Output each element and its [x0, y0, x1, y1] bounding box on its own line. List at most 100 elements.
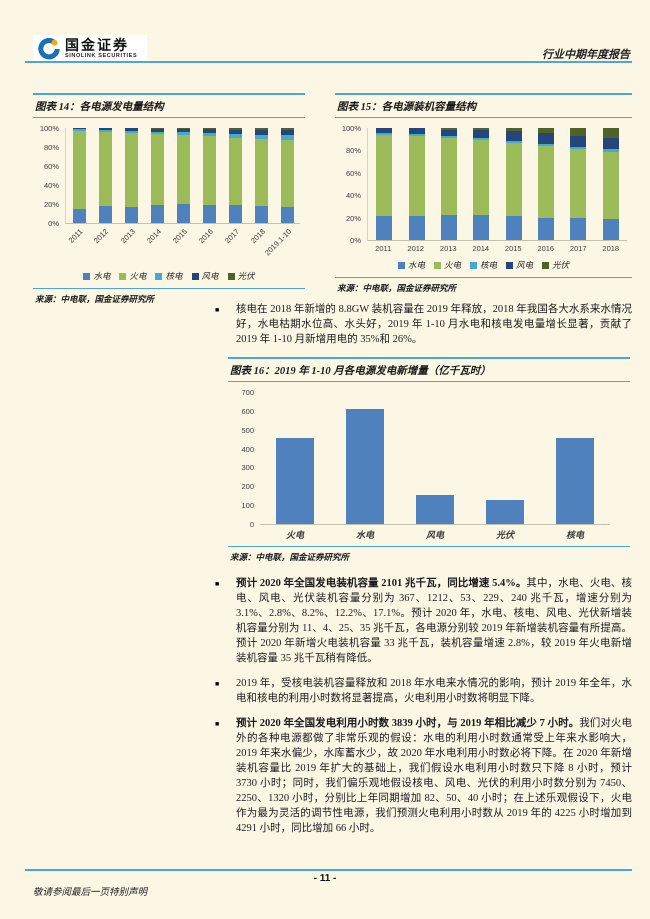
stacked-bar [376, 128, 393, 240]
bar-segment [570, 136, 587, 147]
bullet-item: ■ 2019 年，受核电装机容量释放和 2018 年水电来水情况的影响，预计 20… [215, 676, 632, 706]
legend-swatch [542, 261, 550, 269]
bar-segment [280, 139, 294, 207]
legend-swatch [227, 272, 235, 280]
figure-16-title: 图表 16：2019 年 1-10 月各电源发电新增量（亿千瓦时） [228, 357, 630, 382]
figure-16-chart: 700 600 500 400 300 200 100 0 火电 水电 风电 光伏 核电 [230, 388, 628, 544]
legend-label: 光伏 [237, 271, 255, 281]
x-axis-label-text: 2016 [537, 244, 555, 253]
y-axis-tick-label: 0% [350, 236, 361, 245]
x-axis-label: 2011 [65, 223, 91, 267]
bar-slot [470, 392, 540, 524]
bar-slot [170, 128, 196, 223]
bar-segment [176, 128, 190, 129]
bullet-marker: ■ [215, 306, 220, 314]
legend-swatch [191, 272, 199, 280]
bar-segment [228, 134, 242, 138]
bar-segment [602, 149, 619, 152]
x-axis-label: 2015 [497, 240, 530, 256]
stacked-bar [98, 128, 112, 223]
bullet-list-top: ■ 核电在 2018 年新增的 8.8GW 装机容量在 2019 年释放，2018… [215, 302, 632, 347]
bar-segment [176, 204, 190, 223]
bar-segment [440, 136, 457, 138]
bar-segment [254, 128, 268, 131]
x-axis-label-text: 2014 [472, 244, 490, 253]
bar-segment [440, 215, 457, 240]
legend-label: 核电 [165, 271, 183, 281]
bar-slot [92, 128, 118, 223]
stacked-bar [72, 128, 86, 223]
bar-segment [98, 131, 112, 207]
x-axis-label: 2016 [530, 240, 563, 256]
stacked-bar [570, 128, 587, 240]
x-axis-label: 2014 [465, 240, 498, 256]
y-axis-tick-label: 400 [241, 444, 254, 454]
stacked-bar [176, 128, 190, 223]
bar-segment [538, 217, 555, 240]
bar-slot [144, 128, 170, 223]
x-axis-label-text: 2017 [222, 227, 242, 246]
stacked-bar [280, 128, 294, 223]
bar-slot [66, 128, 92, 223]
bar-segment [602, 138, 619, 150]
figure-15-title: 图表 15：各电源装机容量结构 [335, 93, 632, 118]
bar-segment [150, 133, 164, 206]
y-axis-tick-label: 500 [241, 425, 254, 435]
x-axis-label: 2017 [222, 223, 248, 267]
bar [556, 437, 594, 524]
bar-segment [98, 206, 112, 223]
bar-segment [602, 219, 619, 240]
bar-segment [124, 130, 138, 133]
bar-segment [570, 128, 587, 137]
legend-swatch [397, 261, 405, 269]
bullet-item: ■ 预计 2020 年全国发电利用小时数 3839 小时，与 2019 年相比减少… [215, 716, 632, 836]
y-axis-tick-label: 200 [241, 482, 254, 492]
bar-slot [540, 392, 610, 524]
x-axis-label: 2013 [117, 223, 143, 267]
stacked-bar [124, 128, 138, 223]
legend-swatch [469, 261, 477, 269]
y-axis-tick-label: 60% [43, 162, 59, 171]
bar-segment [150, 205, 164, 223]
bar-slot [400, 128, 432, 240]
bar-segment [408, 215, 425, 240]
bar-segment [538, 145, 555, 218]
bar-segment [254, 135, 268, 140]
bar-segment [124, 206, 138, 223]
bullet-marker: ■ [215, 680, 220, 688]
bar-segment [72, 129, 86, 131]
y-axis-tick-label: 40% [43, 181, 59, 190]
legend-label: 风电 [516, 260, 534, 270]
figure-15: 图表 15：各电源装机容量结构 100% 80% 60% 40% 20% 0% 2011 20… [335, 93, 632, 297]
legend-label: 水电 [93, 271, 111, 281]
legend-swatch [119, 272, 127, 280]
x-axis-label-text: 2018 [602, 244, 620, 253]
x-axis-label: 火电 [260, 524, 330, 544]
bar-segment [254, 206, 268, 223]
x-axis-labels: 2011 2012 2013 2014 2015 2016 2017 2018 2019.1-1… [65, 223, 300, 267]
bar-segment [202, 132, 216, 137]
company-logo: 国金证券 SINOLINK SECURITIES [33, 35, 148, 63]
bar-segment [570, 218, 587, 240]
report-type-label: 行业中期年度报告 [542, 49, 630, 61]
plot-area [367, 128, 627, 241]
x-axis-label-text: 2016 [196, 227, 215, 246]
legend-item: 水电 [83, 270, 110, 282]
bar-segment [176, 131, 190, 135]
stacked-bar [150, 128, 164, 223]
stacked-bar [505, 128, 522, 240]
legend-label: 火电 [443, 260, 461, 270]
bar-slot [562, 128, 594, 240]
legend-item: 火电 [119, 270, 146, 282]
figure-14-legend: 水电 火电 核电 风电 光伏 [33, 267, 305, 286]
bar-slot [433, 128, 465, 240]
legend-label: 水电 [407, 260, 425, 270]
bar-slot [400, 392, 470, 524]
legend-item: 风电 [191, 270, 219, 282]
bullet-text: 预计 2020 年全国发电装机容量 2101 兆千瓦，同比增速 5.4%。其中，… [236, 578, 632, 664]
y-axis-tick-label: 20% [345, 213, 361, 223]
legend-item: 光伏 [542, 259, 569, 271]
legend-item: 核电 [155, 270, 183, 282]
bar-slot [222, 128, 248, 223]
